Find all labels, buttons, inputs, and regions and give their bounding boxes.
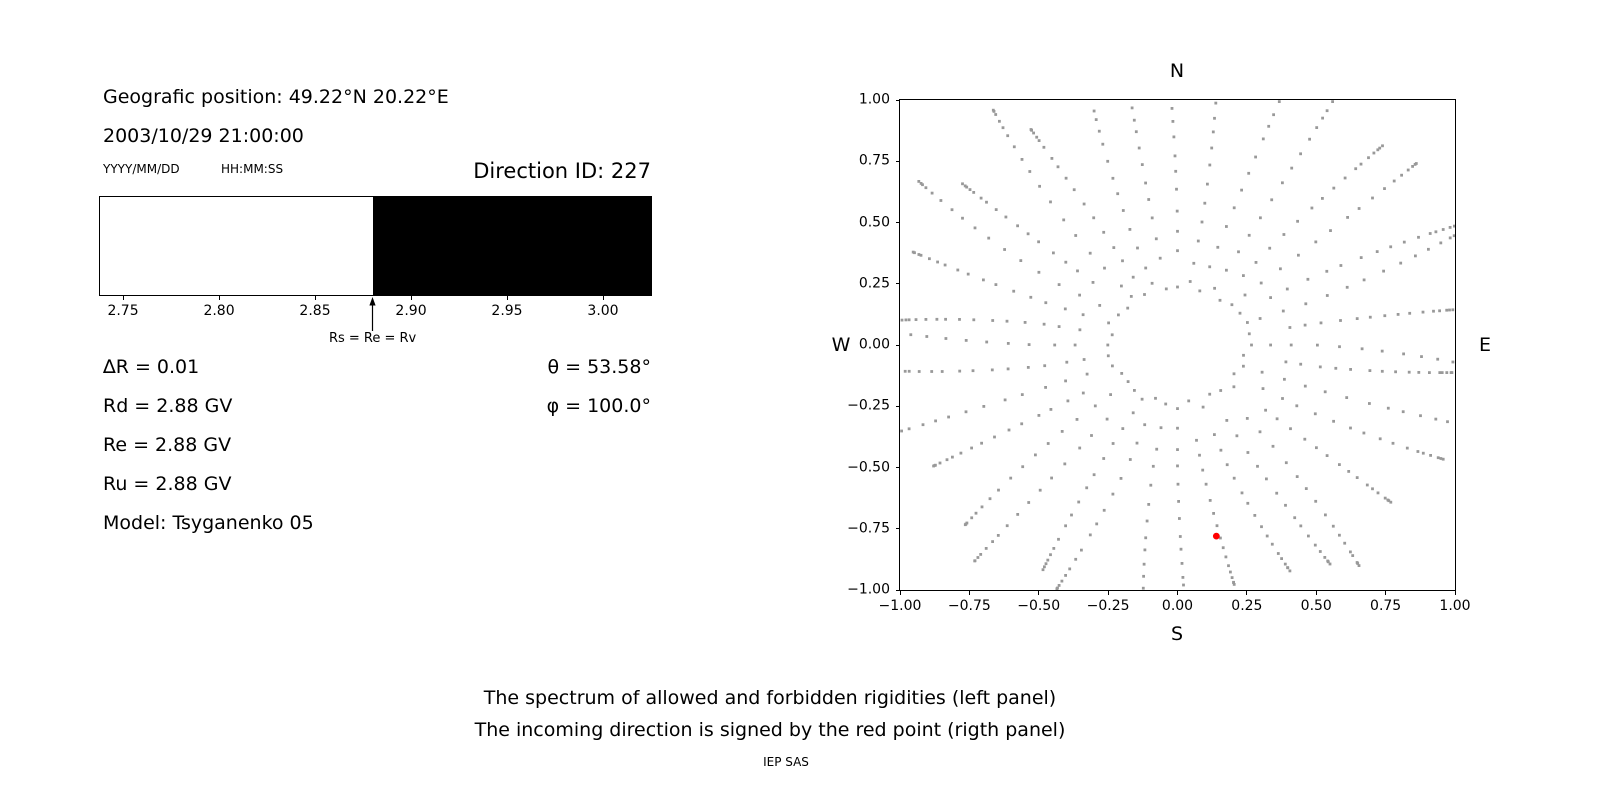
y-tick-label: −0.25 [847, 397, 890, 414]
x-tick-mark [1246, 591, 1248, 595]
rigidity-spectrum-bar [99, 196, 652, 296]
scatter-y-axis: −1.00 −0.75 −0.50 −0.25 0.00 0.25 0.50 0.75 1.00 [816, 91, 900, 597]
spectrum-tick-mark [122, 296, 124, 300]
x-tick-label: −0.50 [1017, 598, 1061, 614]
y-tick-mark [896, 528, 900, 530]
x-tick-mark [1385, 591, 1387, 595]
x-tick-label: 0.75 [1370, 598, 1402, 614]
cutoff-arrow-icon [369, 297, 376, 331]
y-tick-label: −0.50 [847, 458, 890, 475]
caption-line-2: The incoming direction is signed by the … [474, 719, 1066, 741]
model-text: Model: Tsyganenko 05 [103, 512, 314, 534]
spectrum-tick-label: 2.75 [107, 303, 139, 319]
x-tick-mark [968, 591, 970, 595]
y-tick-label: −0.75 [847, 520, 890, 536]
spectrum-x-axis: 2.75 2.80 2.85 2.90 2.95 3.00 [100, 296, 651, 326]
y-tick-mark [896, 589, 900, 591]
theta-text: θ = 53.58° [547, 356, 651, 378]
y-tick-label: 0.00 [858, 336, 890, 353]
x-tick-label: −0.75 [947, 598, 991, 614]
spectrum-tick-label: 2.85 [299, 303, 331, 319]
spectrum-tick-mark [218, 296, 220, 300]
y-tick-mark [896, 283, 900, 285]
spectrum-tick-label: 2.95 [491, 303, 523, 319]
delta-r-text: ∆R = 0.01 [103, 356, 200, 378]
compass-south-label: S [1170, 623, 1184, 645]
y-tick-mark [896, 405, 900, 407]
y-tick-mark [896, 222, 900, 223]
compass-north-label: N [1169, 60, 1185, 82]
spectrum-tick-mark [602, 296, 604, 300]
y-tick-mark [896, 99, 900, 101]
x-tick-label: 0.25 [1231, 598, 1263, 614]
x-tick-mark [1454, 591, 1456, 595]
scatter-canvas [900, 100, 1455, 590]
x-tick-label: −0.25 [1086, 598, 1130, 614]
compass-west-label: W [831, 334, 851, 356]
ru-text: Ru = 2.88 GV [103, 473, 232, 495]
direction-id-text: Direction ID: 227 [473, 159, 651, 183]
x-tick-label: 0.50 [1300, 598, 1332, 614]
spectrum-tick-label: 2.90 [395, 303, 427, 319]
spectrum-tick-mark [314, 296, 316, 300]
compass-east-label: E [1478, 334, 1491, 356]
x-tick-label: 1.00 [1439, 598, 1471, 614]
y-tick-label: 0.25 [858, 275, 890, 291]
time-format-label: HH:MM:SS [221, 162, 284, 176]
direction-scatter-plot [899, 99, 1456, 591]
incoming-direction-point [1212, 532, 1220, 540]
x-tick-mark [1315, 591, 1317, 595]
x-tick-mark [899, 591, 901, 595]
y-tick-mark [896, 344, 900, 346]
phi-text: φ = 100.0° [546, 395, 651, 417]
x-tick-label: 0.00 [1161, 598, 1194, 614]
direction-dots [900, 100, 1455, 590]
y-tick-label: 1.00 [858, 91, 890, 108]
caption-line-1: The spectrum of allowed and forbidden ri… [483, 687, 1057, 709]
forbidden-region [372, 197, 651, 295]
credit-text: IEP SAS [763, 755, 809, 769]
x-tick-mark [1107, 591, 1109, 595]
scatter-x-axis: −1.00 −0.75 −0.50 −0.25 0.00 0.25 0.50 0.75 1.00 [879, 591, 1471, 621]
x-tick-mark [1177, 591, 1178, 595]
date-format-label: YYYY/MM/DD [103, 162, 180, 176]
y-tick-label: 0.75 [858, 152, 890, 169]
x-tick-label: −1.00 [878, 598, 922, 614]
spectrum-tick-mark [506, 296, 508, 300]
y-tick-label: −1.00 [847, 581, 890, 598]
re-text: Re = 2.88 GV [103, 434, 232, 456]
spectrum-tick-label: 3.00 [587, 303, 619, 319]
datetime-text: 2003/10/29 21:00:00 [103, 125, 304, 147]
spectrum-tick-label: 2.80 [203, 303, 235, 319]
rd-text: Rd = 2.88 GV [103, 395, 233, 417]
y-tick-label: 0.50 [858, 213, 890, 230]
x-tick-mark [1038, 591, 1040, 595]
y-tick-mark [896, 160, 900, 162]
cutoff-arrow-label: Rs = Re = Rv [328, 331, 417, 346]
y-tick-mark [896, 467, 900, 468]
spectrum-tick-mark [410, 296, 412, 300]
geographic-position-text: Geografic position: 49.22°N 20.22°E [103, 86, 449, 108]
